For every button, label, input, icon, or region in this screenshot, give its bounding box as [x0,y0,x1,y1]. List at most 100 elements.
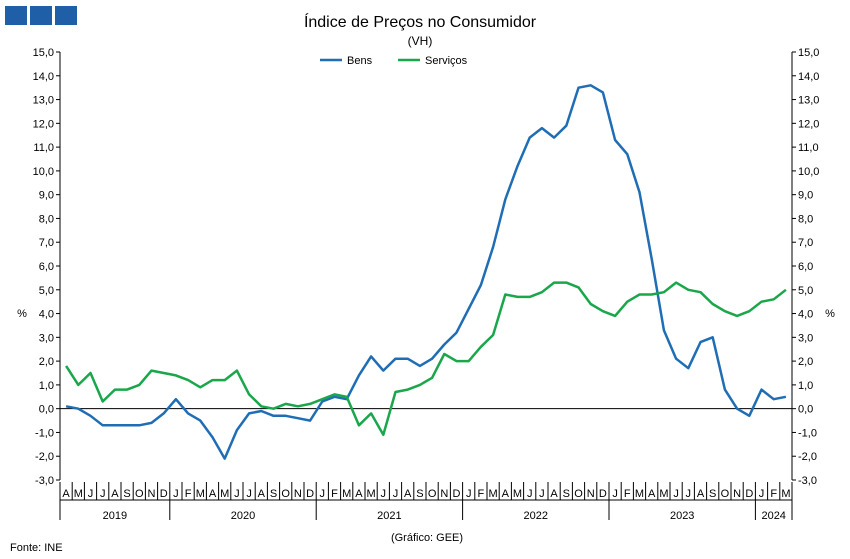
series-line-bens [65,84,787,460]
y-tick-label-right: 11,0 [798,142,819,154]
month-label: M [74,488,83,500]
y-tick-label-right: 5,0 [798,285,813,297]
month-label: O [721,488,730,500]
y-tick-label-left: 11,0 [33,142,54,154]
month-label: J [88,488,94,500]
month-label: S [270,488,277,500]
month-label: O [281,488,290,500]
month-label: N [440,488,448,500]
month-label: J [393,488,399,500]
month-label: D [160,488,168,500]
y-tick-label-right: 13,0 [798,95,819,107]
month-label: S [416,488,423,500]
month-label: M [196,488,205,500]
year-label: 2023 [670,510,694,522]
y-tick-label-left: 8,0 [39,213,54,225]
month-label: J [759,488,765,500]
month-label: M [489,488,498,500]
month-label: D [599,488,607,500]
y-tick-label-left: 1,0 [39,380,54,392]
year-label: 2022 [524,510,548,522]
y-tick-label-right: -1,0 [798,427,817,439]
month-label: N [733,488,741,500]
credit-note: (Gráfico: GEE) [391,532,463,544]
y-tick-label-right: 4,0 [798,309,813,321]
month-label: F [624,488,631,500]
y-axis-label-left: % [17,308,27,320]
month-label: A [648,488,656,500]
year-label: 2021 [377,510,401,522]
chart-subtitle: (VH) [408,34,433,48]
chart-title: Índice de Preços no Consumidor [304,12,537,31]
year-label: 2020 [231,510,255,522]
y-tick-label-right: 12,0 [798,118,819,130]
series-line-servicos [65,281,787,437]
y-tick-label-left: 9,0 [39,190,54,202]
y-tick-label-right: 9,0 [798,190,813,202]
y-tick-label-right: -3,0 [798,475,817,487]
month-label: N [587,488,595,500]
y-tick-label-left: 13,0 [33,95,54,107]
month-label: N [294,488,302,500]
y-tick-label-left: -3,0 [35,475,54,487]
month-label: J [539,488,545,500]
month-label: J [686,488,692,500]
month-label: A [209,488,217,500]
source-note: Fonte: INE [10,542,63,554]
y-tick-label-left: 4,0 [39,309,54,321]
month-label: J [527,488,533,500]
legend: Bens Serviços [320,55,468,67]
month-label: J [234,488,240,500]
month-label: A [697,488,705,500]
y-tick-label-left: 0,0 [39,404,54,416]
y-tick-label-right: 7,0 [798,237,813,249]
month-label: J [381,488,387,500]
legend-label-bens: Bens [347,55,373,67]
legend-label-servicos: Serviços [425,55,468,67]
month-label: A [355,488,363,500]
month-label: D [453,488,461,500]
month-label: J [320,488,326,500]
y-tick-label-right: 14,0 [798,71,819,83]
month-label: M [220,488,229,500]
month-label: J [612,488,618,500]
y-tick-label-right: 15,0 [798,47,819,59]
month-label: A [550,488,558,500]
year-label: 2024 [761,510,785,522]
month-label: O [428,488,437,500]
y-axis-label-right: % [825,308,835,320]
month-label: S [563,488,570,500]
month-label: M [781,488,790,500]
y-tick-label-left: 6,0 [39,261,54,273]
month-label: M [659,488,668,500]
y-tick-label-right: 3,0 [798,332,813,344]
y-tick-label-right: -2,0 [798,451,817,463]
month-label: A [62,488,70,500]
month-label: S [123,488,130,500]
month-label: M [513,488,522,500]
month-label: M [342,488,351,500]
y-tick-label-left: 2,0 [39,356,54,368]
month-label: A [404,488,412,500]
month-label: A [258,488,266,500]
month-label: F [478,488,485,500]
month-label: J [673,488,679,500]
y-tick-label-right: 10,0 [798,166,819,178]
y-tick-label-left: 10,0 [33,166,54,178]
logo [5,6,77,25]
y-tick-label-left: 14,0 [33,71,54,83]
y-tick-label-right: 1,0 [798,380,813,392]
y-tick-label-right: 6,0 [798,261,813,273]
month-label: F [185,488,192,500]
y-tick-label-left: 7,0 [39,237,54,249]
year-label: 2019 [103,510,127,522]
y-tick-label-left: 3,0 [39,332,54,344]
month-label: F [770,488,777,500]
y-tick-label-left: -1,0 [35,427,54,439]
month-label: O [135,488,144,500]
month-label: S [709,488,716,500]
y-tick-label-left: 15,0 [33,47,54,59]
y-tick-label-left: -2,0 [35,451,54,463]
month-label: J [100,488,106,500]
